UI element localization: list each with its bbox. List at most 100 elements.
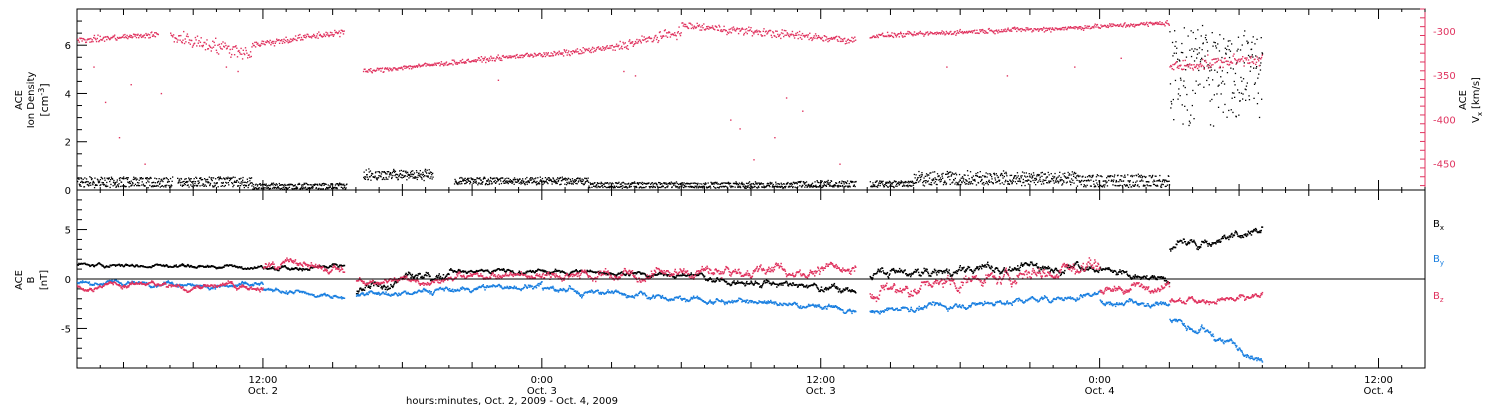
ion-density-point (933, 179, 935, 181)
ion-density-point (769, 181, 771, 184)
vx-point (90, 37, 92, 40)
ion-density-point (199, 177, 202, 180)
vx-point (1218, 67, 1221, 69)
ion-density-point (1244, 30, 1246, 32)
ion-density-point (919, 180, 921, 182)
vx-point (1122, 26, 1124, 28)
ion-density-point (236, 179, 238, 182)
vx-point (83, 38, 85, 41)
ion-density-point (749, 184, 751, 186)
ion-density-point (406, 179, 408, 181)
ion-density-point (1213, 94, 1215, 96)
ion-density-point (524, 183, 526, 185)
vx-point (379, 67, 381, 70)
ion-density-point (1204, 37, 1207, 39)
vx-point (408, 67, 411, 70)
ion-density-point (719, 183, 721, 185)
ion-density-point (684, 186, 686, 188)
ion-density-point (550, 179, 552, 181)
vx-point (276, 38, 278, 40)
vx-point (262, 43, 264, 45)
ion-density-point (771, 182, 773, 184)
ion-density-point (93, 181, 95, 183)
ion-density-point (961, 176, 964, 178)
ion-density-point (1254, 82, 1256, 84)
ion-density-point (552, 178, 555, 180)
ion-density-point (1231, 43, 1233, 45)
ion-density-point (101, 178, 104, 180)
ion-density-point (947, 172, 950, 174)
vx-point (383, 71, 385, 73)
vx-point (785, 34, 788, 36)
vx-point (425, 65, 427, 67)
vx-point (1207, 67, 1210, 69)
ion-density-point (461, 183, 463, 185)
vx-point (266, 40, 268, 42)
ion-density-point (918, 174, 921, 177)
vx-point (793, 37, 796, 39)
vx-outlier-point (497, 79, 500, 81)
ion-density-point (466, 178, 468, 181)
ion-density-point (340, 186, 342, 188)
ion-density-point (956, 184, 958, 186)
vx-point (1256, 56, 1258, 58)
ion-density-point (571, 183, 573, 185)
bx-point (77, 264, 80, 266)
ion-density-point (835, 182, 838, 184)
ion-density-point (363, 178, 366, 180)
ion-density-point (1238, 114, 1240, 116)
ion-density-point (417, 176, 419, 178)
ion-density-point (963, 178, 965, 180)
vx-point (438, 62, 440, 64)
ion-density-point (687, 182, 689, 185)
ion-density-point (369, 176, 371, 178)
ion-density-point (453, 183, 456, 185)
ion-density-point (945, 173, 947, 175)
vx-point (605, 48, 607, 50)
ion-density-point (828, 185, 831, 187)
ion-density-point (1196, 57, 1198, 59)
vx-point (653, 37, 656, 39)
ion-density-point (375, 177, 378, 179)
vx-point (87, 38, 89, 40)
ion-density-point (505, 182, 507, 184)
vx-point (227, 45, 229, 48)
vx-point (892, 35, 894, 38)
ion-density-point (229, 178, 232, 181)
ion-density-point (784, 187, 786, 189)
ion-density-point (1068, 173, 1071, 175)
vx-point (1009, 30, 1011, 32)
ion-density-point (1098, 181, 1101, 183)
ion-density-point (1126, 184, 1128, 186)
vx-point (552, 53, 554, 55)
ion-density-point (925, 182, 927, 184)
ion-density-point (401, 174, 403, 176)
ion-density-point (561, 176, 563, 178)
vx-point (1110, 25, 1112, 28)
vx-point (841, 38, 844, 41)
ion-density-point (97, 179, 99, 181)
vx-point (95, 38, 97, 41)
vx-point (292, 37, 295, 40)
ion-density-point (610, 186, 612, 188)
ion-density-point (779, 185, 781, 188)
ion-density-point (1193, 60, 1196, 62)
vx-point (690, 27, 693, 30)
ion-density-point (729, 185, 731, 187)
vx-point (936, 31, 938, 33)
vx-point (1241, 58, 1243, 60)
vx-point (466, 59, 469, 61)
vx-point (618, 44, 620, 47)
vx-point (85, 41, 88, 43)
vx-point (854, 36, 856, 38)
vx-point (403, 65, 405, 67)
ion-density-point (211, 179, 213, 182)
ion-density-point (600, 183, 602, 185)
ion-density-point (1066, 181, 1068, 183)
bx-point (105, 265, 108, 267)
vx-point (393, 67, 395, 69)
vx-point (1024, 30, 1027, 32)
ion-density-point (182, 184, 185, 187)
ion-density-point (77, 177, 80, 179)
vx-point (963, 31, 966, 33)
